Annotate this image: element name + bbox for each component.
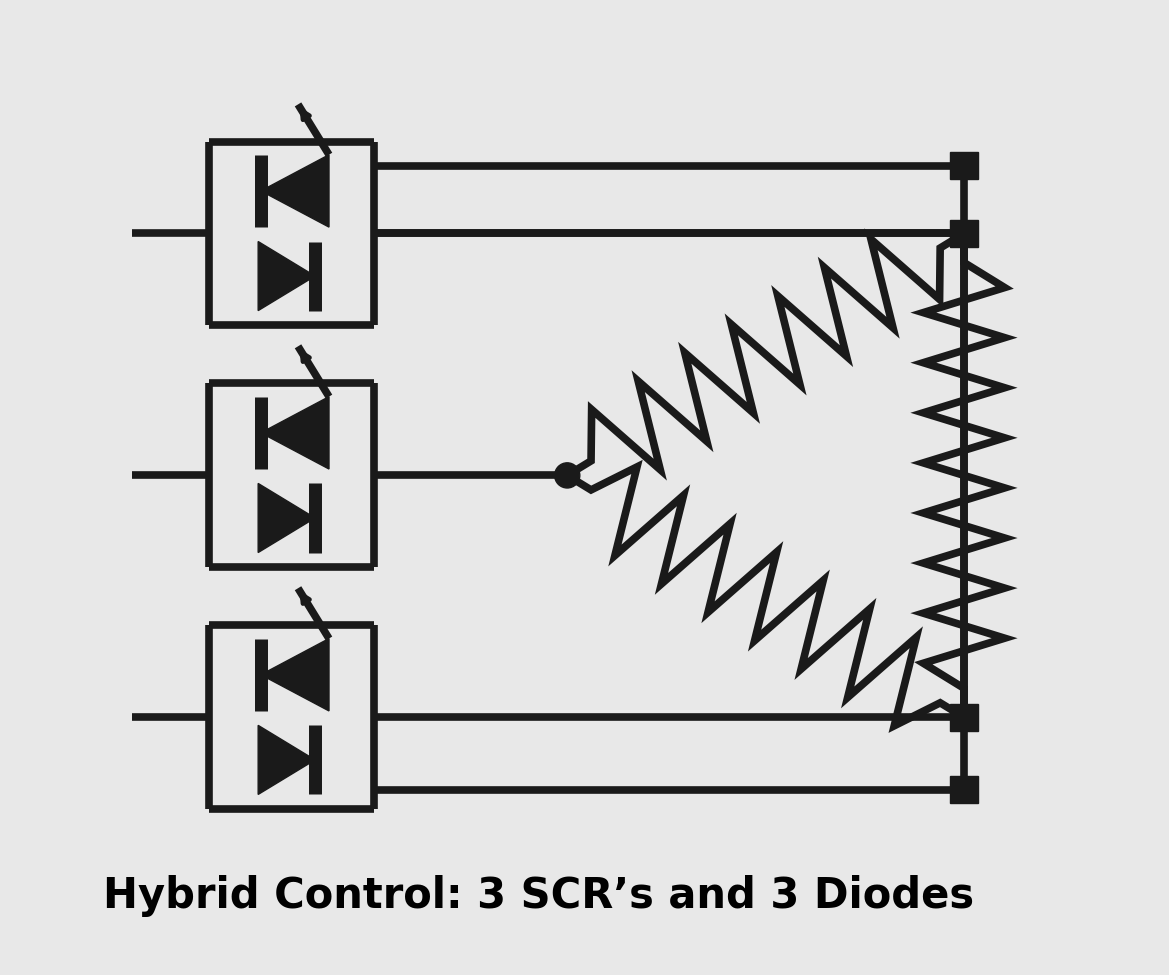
Polygon shape [258, 484, 316, 553]
Bar [950, 776, 977, 803]
Polygon shape [258, 725, 316, 795]
Bar [950, 704, 977, 731]
Bar [950, 152, 977, 179]
Polygon shape [261, 639, 328, 711]
Text: Hybrid Control: 3 SCR’s and 3 Diodes: Hybrid Control: 3 SCR’s and 3 Diodes [103, 876, 974, 917]
Polygon shape [261, 155, 328, 227]
Polygon shape [261, 397, 328, 469]
Polygon shape [258, 242, 316, 311]
Circle shape [554, 463, 580, 488]
Bar [950, 220, 977, 247]
